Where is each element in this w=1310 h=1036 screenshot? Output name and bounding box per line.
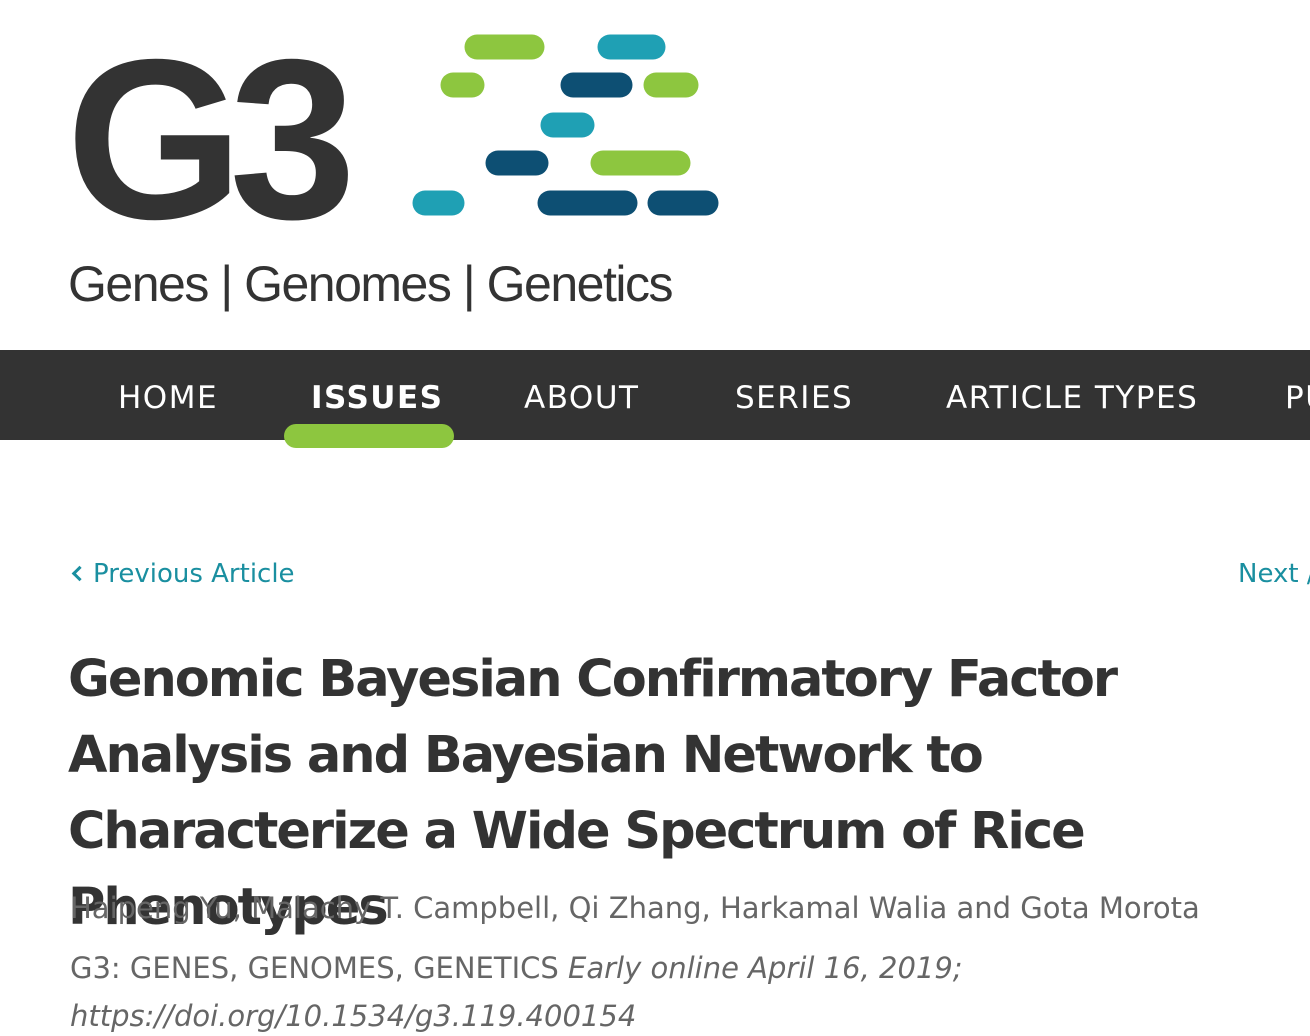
- publication-date: Early online April 16, 2019;: [568, 951, 963, 985]
- chevron-left-icon: [71, 565, 88, 581]
- nav-active-indicator: [284, 424, 454, 448]
- logo-tagline: Genes | Genomes | Genetics: [68, 256, 673, 312]
- logo-mark: G3: [66, 13, 356, 267]
- nav-series[interactable]: SERIES: [735, 380, 854, 416]
- next-article-link[interactable]: Next /: [1238, 556, 1310, 592]
- article-citation: G3: GENES, GENOMES, GENETICS Early onlin…: [70, 944, 1290, 1036]
- previous-article-link[interactable]: Previous Article: [68, 556, 295, 592]
- nav-issues[interactable]: ISSUES: [311, 380, 444, 416]
- main-nav: HOME ISSUES ABOUT SERIES ARTICLE TYPES P…: [0, 350, 1310, 440]
- nav-list: HOME ISSUES ABOUT SERIES ARTICLE TYPES P…: [0, 350, 1310, 440]
- next-article-label: Next /: [1238, 559, 1310, 589]
- journal-name: G3: GENES, GENOMES, GENETICS: [70, 951, 559, 985]
- nav-home[interactable]: HOME: [118, 380, 219, 416]
- article-title: Genomic Bayesian Confirmatory Factor Ana…: [68, 650, 1118, 937]
- nav-article-types[interactable]: ARTICLE TYPES: [946, 380, 1199, 416]
- article-authors: Haipeng Yu, Malachy T. Campbell, Qi Zhan…: [70, 891, 1200, 925]
- nav-publish[interactable]: PU: [1285, 380, 1310, 416]
- doi-link[interactable]: https://doi.org/10.1534/g3.119.400154: [70, 999, 637, 1033]
- logo-dashes-icon: [412, 34, 719, 216]
- masthead: G3 Genes | Genomes | Genetics: [0, 0, 1310, 350]
- g3-logo-link[interactable]: G3 Genes | Genomes | Genetics: [60, 20, 740, 330]
- nav-about[interactable]: ABOUT: [524, 380, 640, 416]
- previous-article-label: Previous Article: [93, 559, 295, 589]
